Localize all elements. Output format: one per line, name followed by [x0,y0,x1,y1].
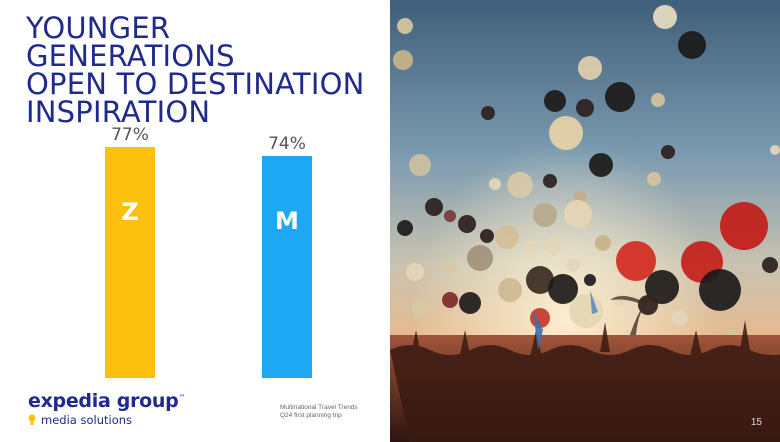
title-line-1: YOUNGER GENERATIONS [26,11,235,73]
logo-main-text: expedia group™ [28,390,186,412]
bar-m [262,156,312,378]
expedia-logo: expedia group™ media solutions [28,390,185,427]
balloons-photo-icon [390,0,780,442]
logo-sub-text: media solutions [41,413,133,427]
page-number: 15 [750,417,762,428]
bar-value-label: 77% [111,125,149,145]
source-line-1: Multinational Travel Trends [280,404,358,411]
balloons-photo: 15 [390,0,780,442]
title-line-3: INSPIRATION [26,95,211,129]
balloons [393,5,780,350]
source-line-2: Q24 first planning trip [280,412,342,419]
lightbulb-icon [28,414,36,425]
slide-title: YOUNGER GENERATIONS OPEN TO DESTINATION … [26,11,386,129]
bar-category-label: M [275,207,299,235]
palm-trees [610,294,672,335]
bar-category-label: Z [121,198,138,226]
source-note: Multinational Travel Trends Q24 first pl… [280,404,385,420]
crowd-silhouettes [390,320,780,442]
title-line-2: OPEN TO DESTINATION [26,67,365,101]
flag-shape [533,310,543,350]
bar-chart: Z 77% M 74% [105,125,312,378]
bar-value-label: 74% [268,134,306,154]
bar-z [105,147,155,378]
left-panel: YOUNGER GENERATIONS OPEN TO DESTINATION … [26,11,386,427]
